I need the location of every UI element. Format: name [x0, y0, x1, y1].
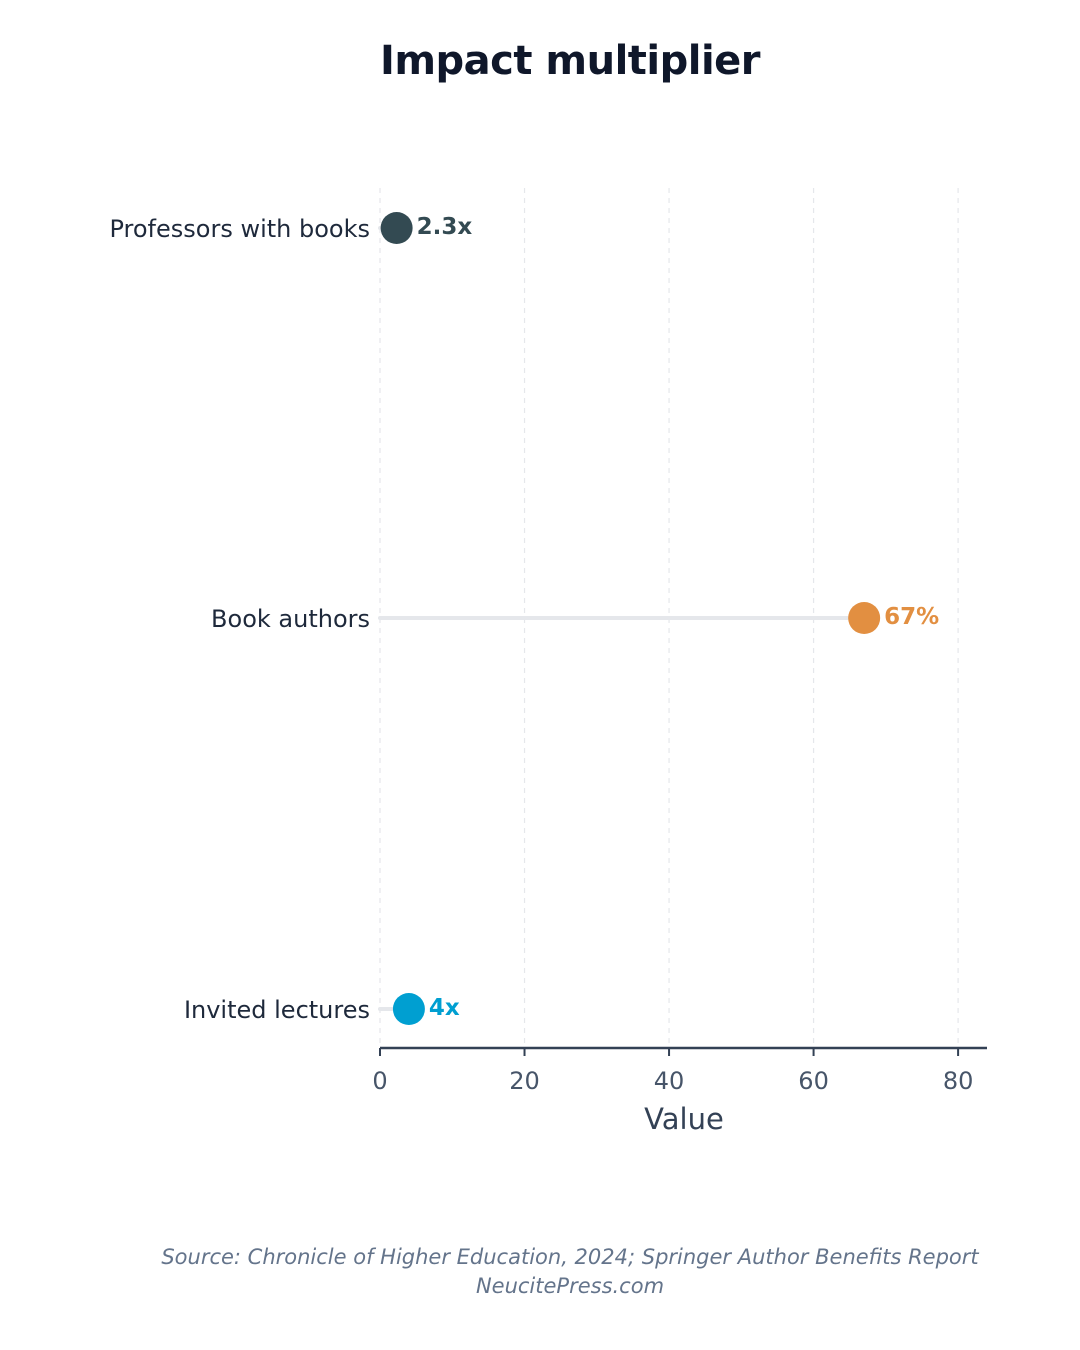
- x-tick-label: 60: [798, 1067, 829, 1095]
- lollipop-dots: [380, 212, 881, 1025]
- data-label: 2.3x: [417, 214, 473, 240]
- category-label: Book authors: [211, 605, 370, 633]
- lollipop-dot: [392, 993, 425, 1025]
- category-label: Professors with books: [109, 215, 370, 243]
- x-tick-label: 0: [372, 1067, 387, 1095]
- lollipop-dot: [380, 212, 413, 244]
- x-axis: 0 20 40 60 80: [372, 1046, 987, 1095]
- value-labels: 2.3x 67% 4x: [417, 214, 940, 1021]
- data-label: 67%: [884, 604, 939, 630]
- category-labels: Professors with books Book authors Invited…: [109, 215, 370, 1024]
- chart-title: Impact multiplier: [379, 38, 761, 84]
- x-tick-label: 80: [943, 1067, 974, 1095]
- publisher-credit: NeucitePress.com: [475, 1274, 665, 1298]
- category-label: Invited lectures: [184, 996, 370, 1024]
- x-tick-label: 20: [509, 1067, 540, 1095]
- x-axis-title: Value: [644, 1102, 724, 1136]
- lollipop-dot: [848, 602, 881, 634]
- source-note: Source: Chronicle of Higher Education, 2…: [161, 1245, 979, 1269]
- data-label: 4x: [429, 995, 460, 1021]
- lollipop-stems: [378, 226, 867, 1011]
- x-tick-label: 40: [654, 1067, 685, 1095]
